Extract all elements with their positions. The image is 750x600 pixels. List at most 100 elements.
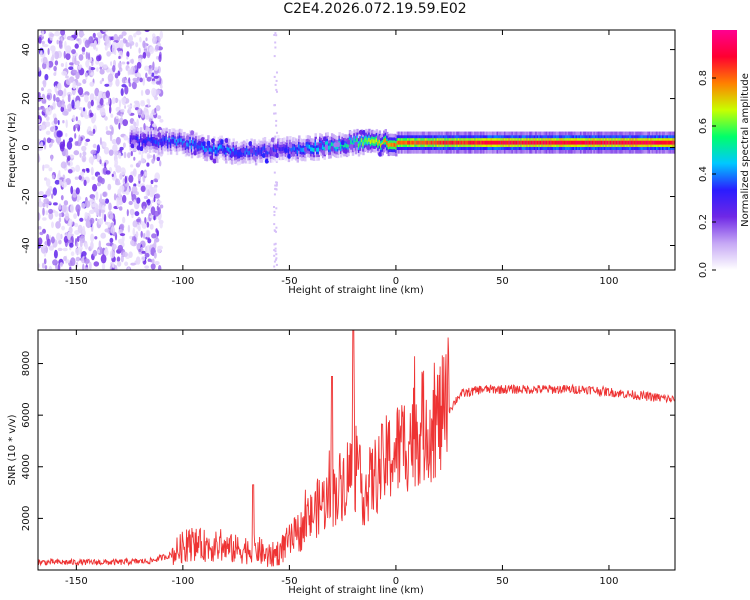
spectrogram-ytick-label: -20 [21,188,32,204]
heatmap-noise-cell [143,205,146,212]
heatmap-ridge-cell [140,136,143,141]
heatmap-noise-cell [275,207,278,210]
heatmap-ridge-cell [548,140,552,145]
heatmap-noise-cell [129,43,132,50]
heatmap-noise-cell [41,40,45,45]
heatmap-noise-cell [70,257,76,266]
heatmap-noise-cell [42,207,45,216]
heatmap-noise-cell [155,80,162,85]
heatmap-ridge-cell [202,146,206,150]
spectrogram-xtick-label: 0 [393,276,399,287]
heatmap-noise-cell [94,112,97,122]
heatmap-noise-cell [74,133,77,139]
heatmap-ridge-cell [612,140,616,145]
heatmap-noise-cell [70,233,74,237]
heatmap-ridge-cell [469,140,472,145]
heatmap-noise-cell [159,204,164,209]
heatmap-ridge-cell [291,151,296,157]
heatmap-noise-cell [144,112,148,117]
heatmap-ridge-cell [377,141,380,146]
heatmap-ridge-cell [159,139,162,143]
heatmap-noise-cell [126,51,130,58]
heatmap-noise-cell [138,248,142,253]
heatmap-noise-cell [276,71,278,74]
heatmap-noise-cell [90,149,97,155]
heatmap-ridge-cell [533,140,537,145]
heatmap-noise-cell [98,202,103,212]
heatmap-ridge-cell [523,140,526,145]
heatmap-noise-cell [89,112,94,118]
heatmap-ridge-cell [299,147,302,152]
heatmap-noise-cell [48,212,54,220]
heatmap-ridge-cell [257,148,261,153]
heatmap-noise-cell [273,104,276,107]
heatmap-ridge-cell [401,140,404,145]
heatmap-noise-cell [68,137,74,143]
heatmap-noise-cell [42,79,47,88]
heatmap-noise-cell [81,251,87,257]
heatmap-noise-cell [273,75,276,78]
heatmap-ridge-cell [405,140,408,145]
heatmap-noise-cell [151,258,155,264]
heatmap-ridge-cell [663,140,666,145]
heatmap-noise-cell [98,61,104,67]
heatmap-noise-cell [113,150,119,156]
heatmap-noise-cell [76,38,80,42]
heatmap-ridge-cell [210,147,213,152]
heatmap-ridge-cell [584,140,587,145]
spectrogram-xtick-label: 50 [496,276,509,287]
heatmap-ridge-cell [451,140,455,145]
snr-ytick-label: 8000 [21,351,32,376]
heatmap-noise-cell [150,188,155,196]
heatmap-noise-cell [87,101,92,109]
heatmap-noise-cell [54,51,60,60]
heatmap-ridge-cell [199,144,203,148]
heatmap-noise-cell [73,150,80,156]
heatmap-noise-cell [83,179,87,186]
heatmap-noise-cell [126,56,129,60]
heatmap-noise-cell [141,255,146,262]
heatmap-noise-cell [60,106,65,113]
heatmap-noise-cell [51,193,54,199]
heatmap-ridge-cell [602,140,605,145]
heatmap-ridge-cell [152,139,155,144]
heatmap-ridge-cell [621,140,625,145]
heatmap-ridge-cell [606,140,610,145]
heatmap-noise-cell [273,214,276,217]
heatmap-ridge-cell [556,140,559,145]
heatmap-noise-cell [157,115,162,120]
heatmap-noise-cell [100,254,107,264]
heatmap-ridge-cell [486,140,489,145]
heatmap-noise-cell [152,36,157,45]
heatmap-ridge-cell [635,140,638,145]
heatmap-noise-cell [45,178,51,187]
heatmap-noise-cell [86,168,90,173]
heatmap-ridge-cell [636,140,640,145]
heatmap-noise-cell [114,72,119,79]
heatmap-noise-cell [45,121,51,127]
heatmap-noise-cell [90,99,94,107]
heatmap-noise-cell [38,67,41,72]
heatmap-ridge-cell [520,140,523,145]
heatmap-ridge-cell [462,140,465,145]
heatmap-noise-cell [119,146,124,151]
heatmap-ridge-cell [366,145,371,151]
heatmap-noise-cell [43,198,50,205]
heatmap-ridge-cell [153,139,156,144]
heatmap-noise-cell [63,50,66,59]
heatmap-noise-cell [98,209,102,218]
spectrogram-xtick-label: -50 [281,276,297,287]
heatmap-ridge-cell [182,142,187,148]
heatmap-noise-cell [80,171,85,176]
heatmap-ridge-cell [648,140,651,145]
heatmap-noise-cell [75,256,81,262]
heatmap-noise-cell [108,149,114,156]
snr-xtick-label: -50 [281,576,297,587]
heatmap-noise-cell [275,181,278,184]
heatmap-noise-cell [141,201,147,210]
heatmap-noise-cell [83,107,86,112]
snr-xlabel: Height of straight line (km) [288,585,424,596]
heatmap-noise-cell [44,265,48,270]
heatmap-ridge-cell [517,140,520,145]
heatmap-noise-cell [118,67,123,72]
